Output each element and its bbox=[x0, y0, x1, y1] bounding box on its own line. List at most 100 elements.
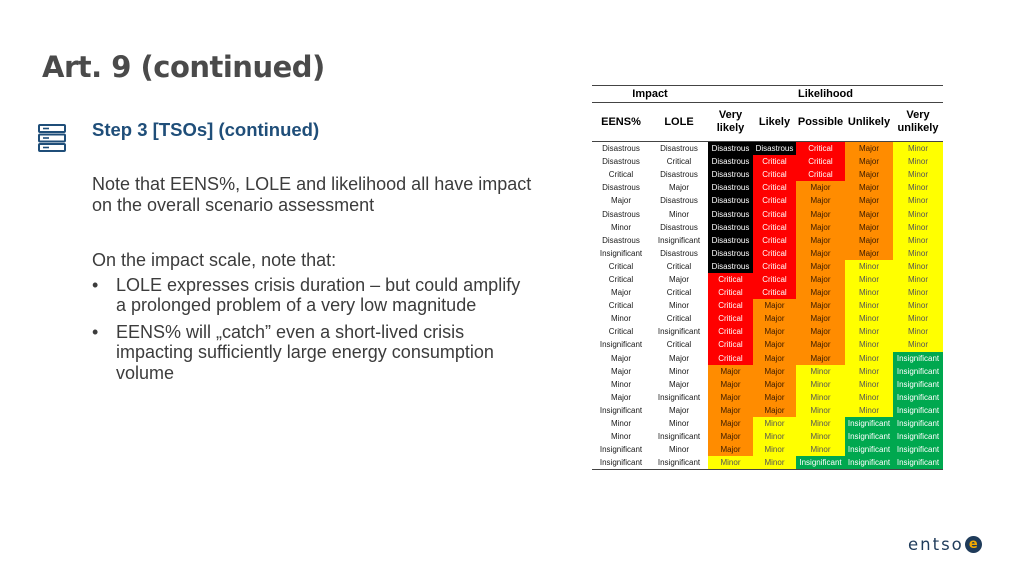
risk-cell: Major bbox=[708, 390, 753, 404]
impact-cell: Disastrous bbox=[602, 209, 640, 219]
impact-group-header: Impact bbox=[592, 85, 708, 103]
impact-cell: Major bbox=[610, 392, 631, 402]
risk-cell: Insignificant bbox=[845, 443, 893, 457]
table-row: Disastrous Major Disastrous Critical Major Ma… bbox=[592, 181, 943, 195]
risk-cell: Major bbox=[708, 430, 753, 444]
impact-cell: Critical bbox=[666, 314, 692, 324]
risk-cell: Major bbox=[708, 443, 753, 457]
risk-cell: Major bbox=[796, 299, 845, 313]
risk-cell: Minor bbox=[753, 430, 796, 444]
bullet-item: • EENS% will „catch” even a short-lived … bbox=[92, 322, 532, 384]
impact-cell: Insignificant bbox=[599, 248, 643, 258]
risk-cell: Minor bbox=[796, 430, 845, 444]
risk-cell: Minor bbox=[845, 403, 893, 417]
column-header: LOLE bbox=[650, 102, 708, 142]
bullet-item: • LOLE expresses crisis duration – but c… bbox=[92, 275, 532, 316]
risk-cell: Minor bbox=[796, 377, 845, 391]
risk-cell: Insignificant bbox=[893, 364, 943, 378]
risk-cell: Insignificant bbox=[893, 443, 943, 457]
risk-cell: Disastrous bbox=[708, 220, 753, 234]
logo-text: entso bbox=[908, 535, 964, 554]
impact-cell: Minor bbox=[610, 314, 631, 324]
risk-cell: Disastrous bbox=[753, 141, 796, 156]
table-row: Insignificant Critical Critical Major Major M… bbox=[592, 338, 943, 352]
table-row: Disastrous Minor Disastrous Critical Major Ma… bbox=[592, 207, 943, 221]
risk-cell: Major bbox=[796, 325, 845, 339]
risk-cell: Disastrous bbox=[708, 168, 753, 182]
risk-cell: Insignificant bbox=[893, 430, 943, 444]
impact-cell: Critical bbox=[666, 261, 692, 271]
table-row: Insignificant Insignificant Minor Minor Insi… bbox=[592, 456, 943, 471]
impact-cell: Disastrous bbox=[602, 157, 640, 167]
risk-cell: Minor bbox=[753, 416, 796, 431]
column-header: Likely bbox=[753, 102, 796, 142]
impact-cell: Minor bbox=[668, 366, 689, 376]
impact-cell: Insignificant bbox=[657, 392, 701, 402]
impact-cell: Critical bbox=[608, 327, 634, 337]
likelihood-group-header: Likelihood bbox=[708, 85, 943, 103]
risk-cell: Minor bbox=[845, 338, 893, 352]
risk-cell: Minor bbox=[893, 168, 943, 182]
risk-cell: Major bbox=[753, 325, 796, 339]
risk-cell: Major bbox=[753, 364, 796, 378]
impact-cell: Disastrous bbox=[602, 235, 640, 245]
page-title: Art. 9 (continued) bbox=[42, 50, 325, 84]
impact-cell: Critical bbox=[608, 170, 634, 180]
risk-cell: Major bbox=[845, 155, 893, 169]
impact-cell: Insignificant bbox=[592, 456, 650, 471]
risk-cell: Insignificant bbox=[893, 390, 943, 404]
bullet-marker: • bbox=[92, 321, 99, 342]
table-row: Insignificant Minor Major Minor Minor Insigni… bbox=[592, 443, 943, 457]
impact-cell: Insignificant bbox=[657, 327, 701, 337]
table-row: Minor Disastrous Disastrous Critical Major Ma… bbox=[592, 220, 943, 234]
table-row: Critical Major Critical Critical Major Minor M… bbox=[592, 272, 943, 287]
risk-cell: Major bbox=[845, 181, 893, 195]
column-header: Possible bbox=[796, 102, 845, 142]
risk-cell: Minor bbox=[845, 299, 893, 313]
table-row: Disastrous Disastrous Disastrous Disastrous… bbox=[592, 141, 943, 156]
risk-cell: Minor bbox=[845, 312, 893, 326]
impact-cell: Disastrous bbox=[660, 170, 698, 180]
risk-cell: Major bbox=[796, 312, 845, 326]
impact-cell: Critical bbox=[666, 340, 692, 350]
impact-cell: Disastrous bbox=[602, 183, 640, 193]
risk-cell: Major bbox=[708, 377, 753, 391]
risk-cell: Minor bbox=[753, 456, 796, 471]
risk-cell: Critical bbox=[708, 286, 753, 300]
risk-cell: Minor bbox=[845, 286, 893, 300]
paragraph: Note that EENS%, LOLE and likelihood all… bbox=[92, 174, 532, 215]
risk-cell: Minor bbox=[893, 259, 943, 273]
risk-cell: Minor bbox=[893, 141, 943, 156]
risk-cell: Critical bbox=[708, 272, 753, 287]
risk-cell: Minor bbox=[893, 155, 943, 169]
risk-cell: Critical bbox=[753, 220, 796, 234]
risk-cell: Major bbox=[796, 338, 845, 352]
risk-cell: Critical bbox=[753, 181, 796, 195]
table-row: Major Minor Major Major Minor Minor Insignific… bbox=[592, 364, 943, 378]
impact-cell: Minor bbox=[610, 379, 631, 389]
impact-cell: Insignificant bbox=[599, 405, 643, 415]
impact-cell: Critical bbox=[666, 288, 692, 298]
risk-cell: Insignificant bbox=[845, 456, 893, 471]
impact-cell: Minor bbox=[610, 432, 631, 442]
impact-cell: Insignificant bbox=[657, 432, 701, 442]
risk-cell: Major bbox=[708, 364, 753, 378]
risk-cell: Disastrous bbox=[708, 259, 753, 273]
risk-cell: Minor bbox=[893, 181, 943, 195]
bullet-text: EENS% will „catch” even a short-lived cr… bbox=[116, 321, 494, 383]
table-row: Disastrous Insignificant Disastrous Critica… bbox=[592, 233, 943, 247]
impact-cell: Major bbox=[610, 288, 631, 298]
step-title: Step 3 [TSOs] (continued) bbox=[92, 119, 320, 140]
risk-cell: Minor bbox=[845, 390, 893, 404]
risk-cell: Major bbox=[753, 403, 796, 417]
risk-cell: Critical bbox=[753, 246, 796, 260]
risk-cell: Insignificant bbox=[893, 351, 943, 365]
risk-cell: Major bbox=[796, 181, 845, 195]
table-row: Major Insignificant Major Major Minor Minor In… bbox=[592, 390, 943, 404]
risk-cell: Minor bbox=[893, 286, 943, 300]
table-row: Insignificant Major Major Major Minor Minor In… bbox=[592, 403, 943, 417]
risk-cell: Minor bbox=[893, 325, 943, 339]
risk-cell: Minor bbox=[893, 194, 943, 208]
table-row: Disastrous Critical Disastrous Critical Crit… bbox=[592, 155, 943, 169]
impact-cell: Insignificant bbox=[599, 340, 643, 350]
